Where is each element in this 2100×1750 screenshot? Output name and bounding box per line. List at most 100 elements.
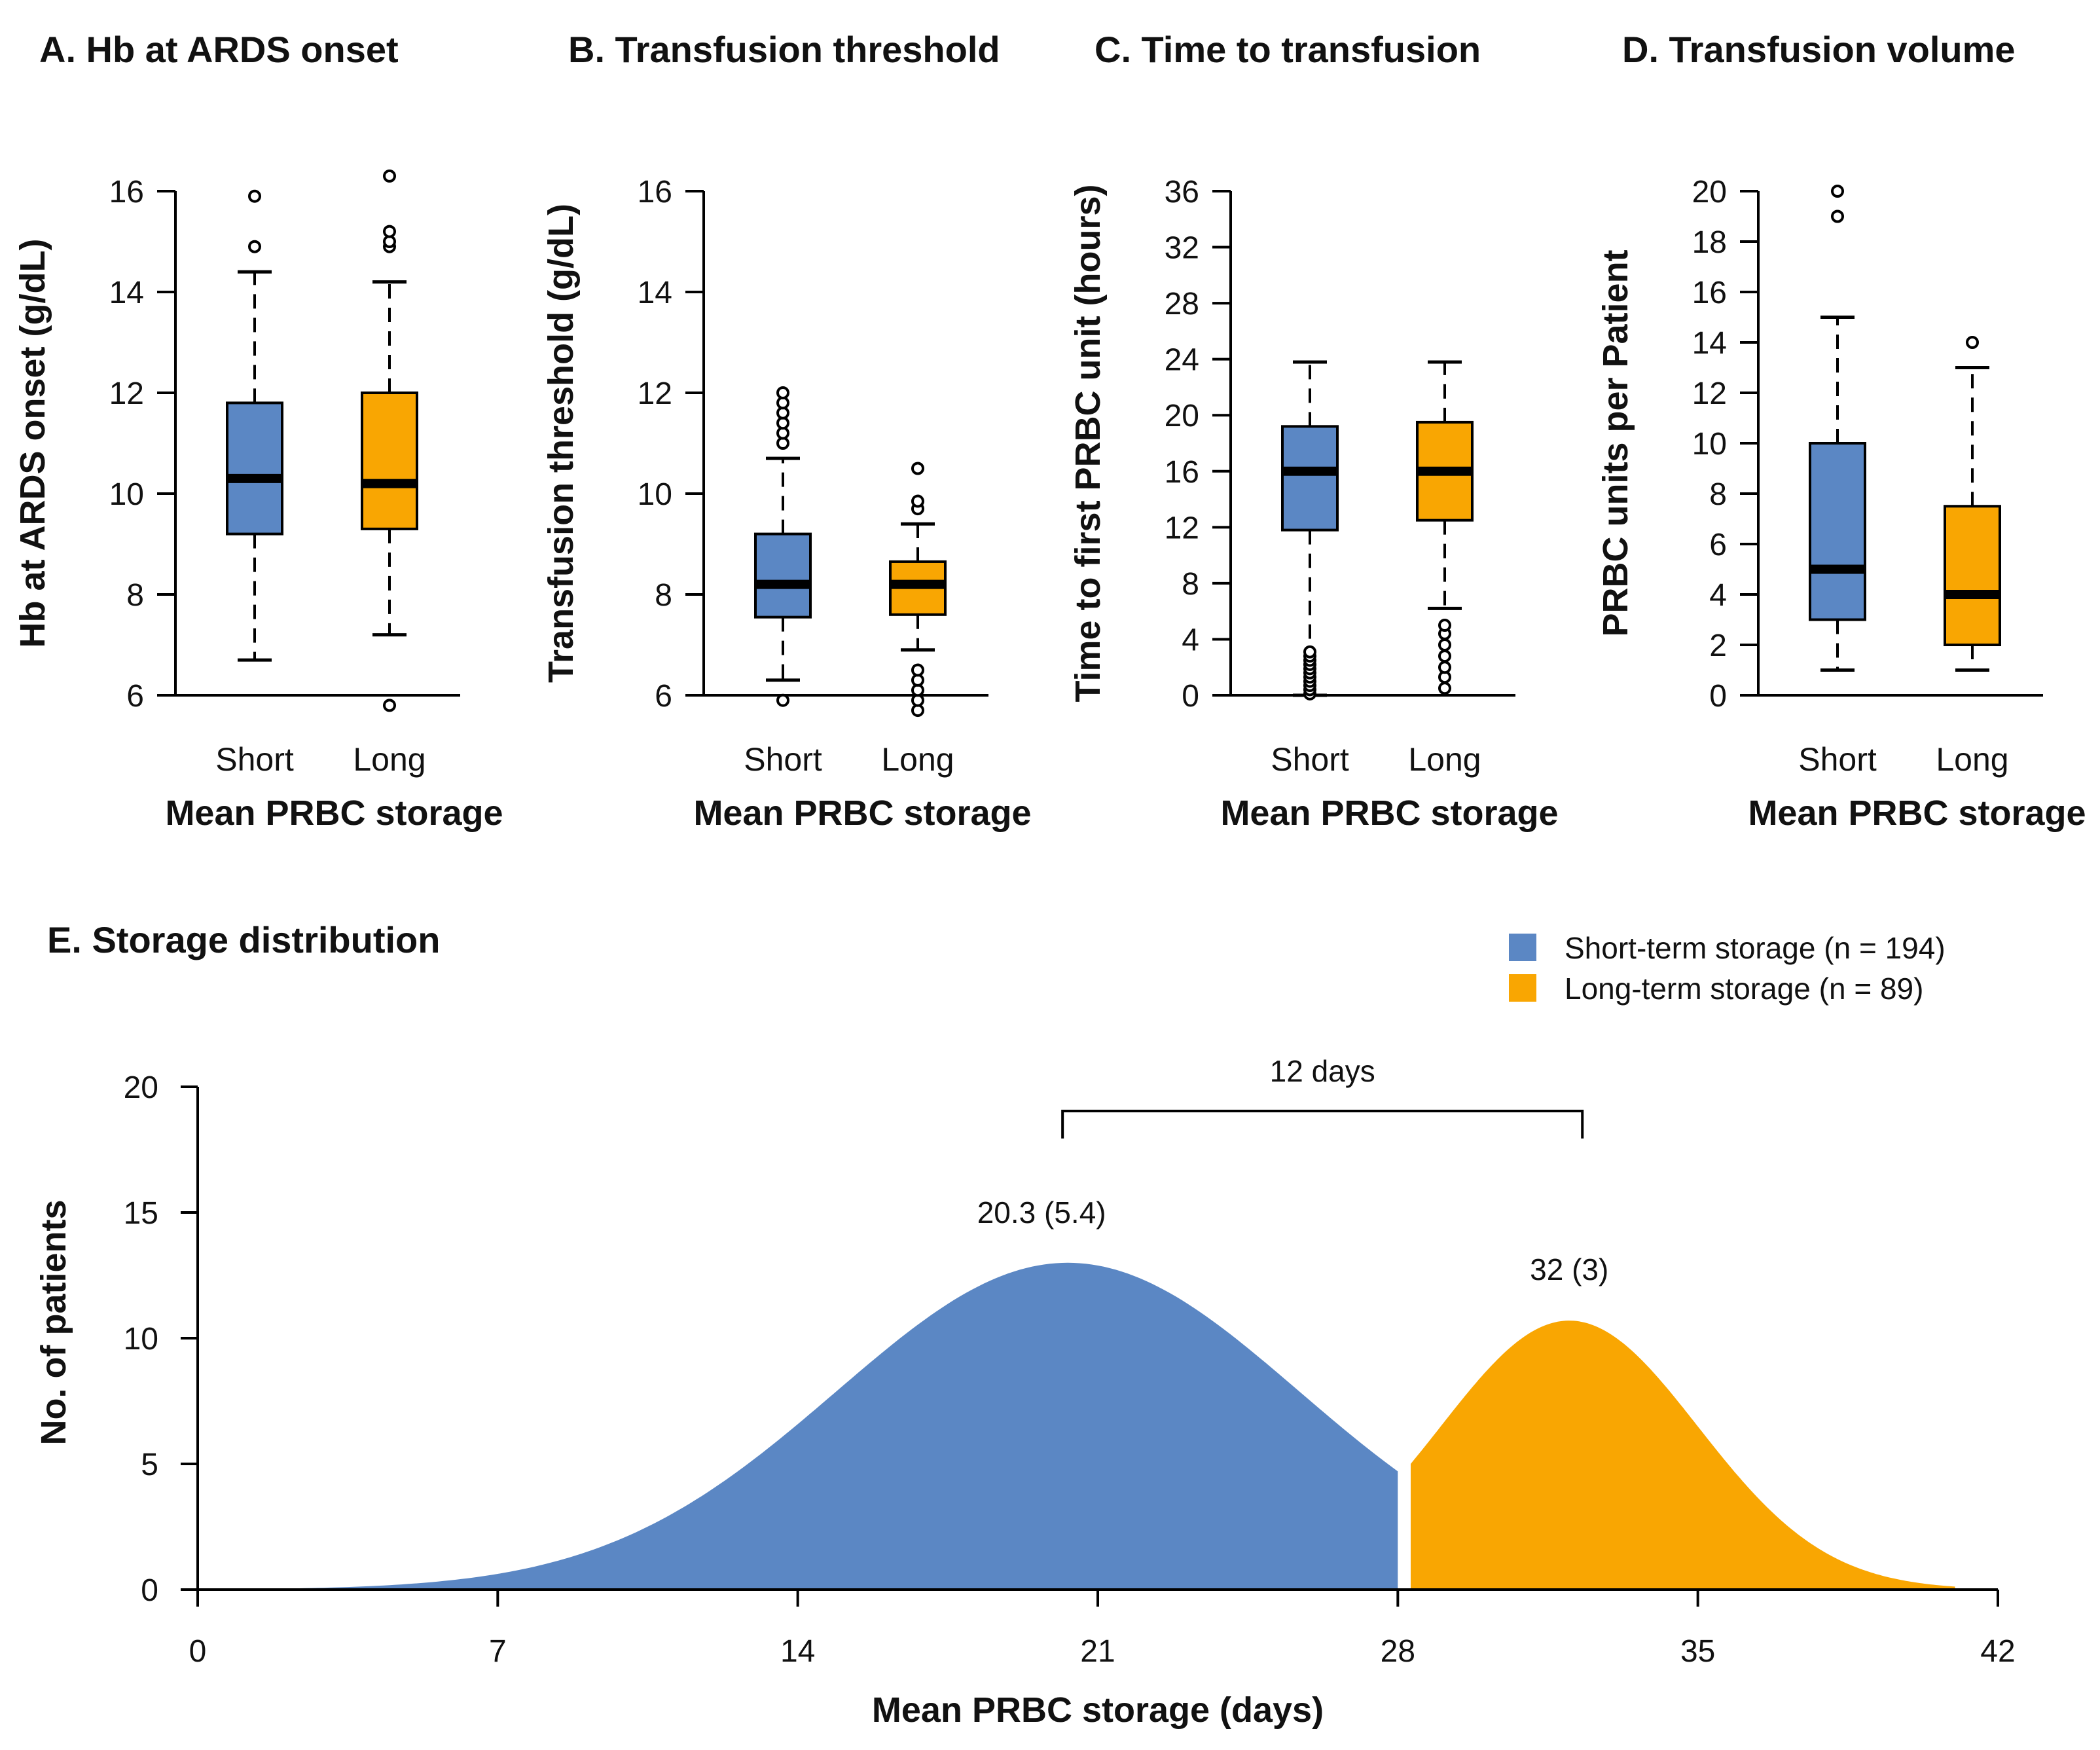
y-axis-label: No. of patients [34, 1200, 73, 1446]
box-iqr [226, 401, 283, 536]
box-iqr [1281, 425, 1339, 532]
x-category-label: Long [881, 741, 954, 778]
area-short-term [198, 1262, 1398, 1590]
y-tick-label: 5 [141, 1448, 158, 1482]
panel-e: E. Storage distribution No. of patients … [34, 919, 2016, 1730]
y-tick-label: 12 [1165, 511, 1199, 545]
outlier-point [1966, 336, 1979, 349]
x-category-label: Short [1798, 741, 1877, 778]
outlier-point [911, 494, 924, 508]
x-category-label: Short [215, 741, 294, 778]
y-tick-label: 10 [1692, 427, 1727, 462]
outlier-point [1438, 682, 1451, 695]
y-tick-label: 16 [109, 175, 144, 210]
y-tick-label: 15 [124, 1196, 158, 1231]
panel-title: A. Hb at ARDS onset [39, 29, 399, 70]
y-axis-label: Transfusion threshold (g/dL) [541, 204, 581, 683]
y-tick-label: 4 [1709, 578, 1727, 613]
outlier-point [248, 240, 261, 253]
x-tick-label: 14 [780, 1634, 815, 1669]
x-tick-label: 0 [189, 1634, 207, 1669]
x-axis-label: Mean PRBC storage [693, 793, 1031, 833]
box-iqr [1944, 505, 2001, 646]
box-short [754, 386, 812, 707]
legend-label-short: Short-term storage (n = 194) [1565, 931, 1946, 965]
y-tick-label: 4 [1182, 623, 1199, 657]
y-tick-label: 12 [1692, 376, 1727, 411]
x-category-label: Short [744, 741, 822, 778]
panel-b: B. Transfusion threshold Transfusion thr… [541, 29, 1032, 833]
y-tick-label: 20 [1165, 399, 1199, 433]
outlier-point [776, 386, 789, 399]
box-short [1809, 185, 1866, 672]
y-tick-label: 0 [141, 1573, 158, 1608]
outlier-point [1438, 638, 1451, 651]
x-category-label: Long [1936, 741, 2008, 778]
x-tick-label: 42 [1980, 1634, 2015, 1669]
panel-title: B. Transfusion threshold [568, 29, 1000, 70]
y-tick-label: 16 [1692, 276, 1727, 310]
y-tick-label: 28 [1165, 287, 1199, 321]
y-tick-label: 6 [126, 679, 144, 714]
panel-d: D. Transfusion volume PRBC units per Pat… [1596, 29, 2086, 833]
y-axis-label: Hb at ARDS onset (g/dL) [13, 239, 52, 648]
y-axis-label: Time to first PRBC unit (hours) [1068, 185, 1108, 702]
box-iqr [1809, 442, 1866, 621]
legend-swatch-short [1509, 934, 1536, 961]
outlier-point [1831, 210, 1844, 223]
y-tick-label: 6 [655, 679, 672, 714]
x-tick-label: 35 [1680, 1634, 1715, 1669]
x-axis-label: Mean PRBC storage [1748, 793, 2086, 833]
peak-label: 32 (3) [1530, 1252, 1608, 1286]
panel-title: D. Transfusion volume [1622, 29, 2016, 70]
y-tick-label: 14 [638, 276, 672, 310]
y-axis-label: PRBC units per Patient [1596, 249, 1635, 636]
y-tick-label: 14 [1692, 326, 1727, 361]
x-tick-label: 7 [489, 1634, 507, 1669]
x-axis-label: Mean PRBC storage [165, 793, 503, 833]
y-tick-label: 8 [655, 578, 672, 613]
outlier-point [911, 663, 924, 677]
area-long-term [1411, 1321, 1955, 1590]
outlier-point [1303, 645, 1316, 659]
panel-title: E. Storage distribution [47, 919, 440, 960]
x-axis-label: Mean PRBC storage (days) [872, 1690, 1324, 1730]
y-tick-label: 32 [1165, 231, 1199, 266]
x-axis-label: Mean PRBC storage [1220, 793, 1558, 833]
outlier-point [776, 693, 789, 707]
y-tick-label: 12 [109, 376, 144, 411]
y-tick-label: 0 [1709, 679, 1727, 714]
y-tick-label: 8 [1709, 477, 1727, 512]
box-short [226, 189, 283, 662]
outlier-point [383, 169, 396, 183]
box-long [1944, 336, 2001, 672]
outlier-point [1831, 185, 1844, 198]
y-tick-label: 16 [1165, 455, 1199, 490]
x-category-label: Long [1408, 741, 1481, 778]
x-tick-label: 21 [1080, 1634, 1115, 1669]
x-category-label: Short [1271, 741, 1349, 778]
y-tick-label: 10 [109, 477, 144, 512]
box-iqr [361, 392, 418, 530]
box-long [1416, 360, 1474, 695]
legend-swatch-long [1509, 974, 1536, 1002]
x-category-label: Long [353, 741, 425, 778]
difference-bracket [1061, 1110, 1584, 1139]
x-tick-label: 28 [1381, 1634, 1415, 1669]
box-long [889, 462, 947, 718]
outlier-point [911, 462, 924, 475]
y-tick-label: 0 [1182, 679, 1199, 714]
y-tick-label: 16 [638, 175, 672, 210]
y-tick-label: 10 [124, 1322, 158, 1357]
panel-title: C. Time to transfusion [1095, 29, 1481, 70]
outlier-point [383, 699, 396, 712]
y-tick-label: 12 [638, 376, 672, 411]
y-tick-label: 8 [126, 578, 144, 613]
outlier-point [1438, 661, 1451, 674]
y-tick-label: 2 [1709, 629, 1727, 663]
legend: Short-term storage (n = 194) Long-term s… [1509, 931, 1946, 1006]
y-tick-label: 18 [1692, 225, 1727, 260]
box-iqr [754, 532, 812, 619]
y-tick-label: 8 [1182, 567, 1199, 602]
